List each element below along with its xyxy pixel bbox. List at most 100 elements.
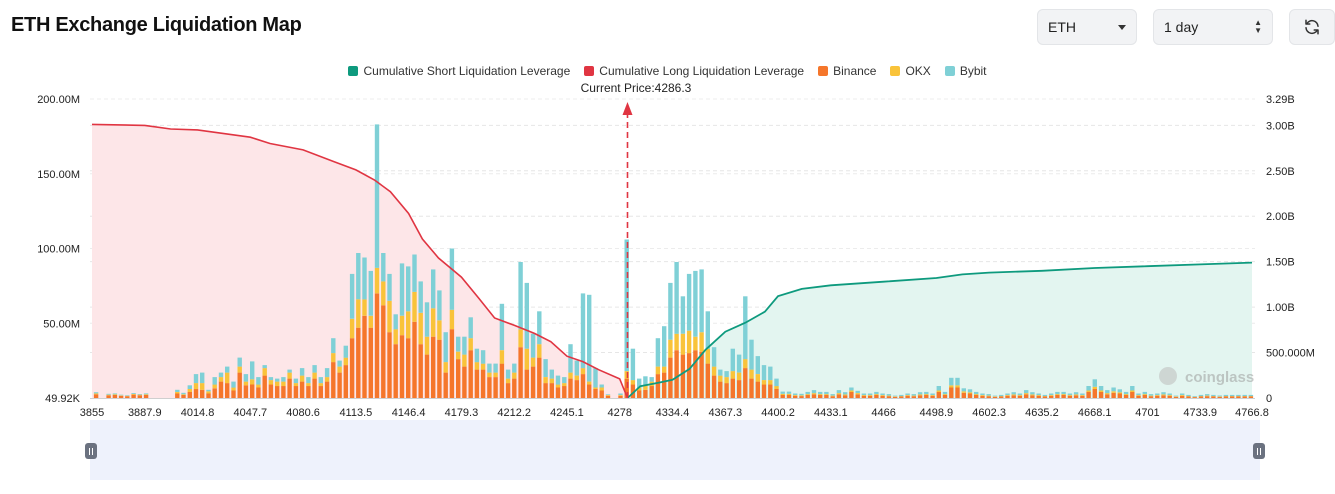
zoom-slider-track[interactable] [90,420,1260,480]
bybit-bar [711,347,717,367]
binance-bar [680,354,686,398]
bybit-bar [1161,392,1166,395]
bybit-bar [886,394,892,396]
binance-bar [1136,395,1141,398]
bybit-bar [424,302,430,337]
bybit-bar [437,290,442,321]
binance-bar [1030,395,1035,398]
bybit-bar [786,391,792,394]
bybit-bar [387,273,392,301]
binance-bar [299,381,305,398]
legend-item[interactable]: OKX [890,64,931,78]
bybit-bar [849,387,854,391]
binance-bar [112,395,118,398]
bybit-bar [381,253,386,282]
okx-bar [406,311,411,339]
bybit-bar [587,294,592,382]
binance-bar [568,378,573,398]
bybit-bar [793,393,798,395]
binance-bar [1036,395,1041,398]
okx-bar [181,394,186,395]
bybit-bar [306,377,311,384]
binance-bar [1217,396,1222,398]
bybit-bar [537,311,542,345]
binance-bar [555,387,561,398]
binance-bar [175,393,180,398]
okx-bar [942,394,948,395]
bybit-bar [843,392,848,395]
bybit-bar [730,348,735,372]
okx-bar [1049,395,1054,396]
binance-bar [250,384,255,398]
okx-bar [1061,394,1066,395]
binance-bar [1005,395,1010,398]
binance-bar [836,394,842,398]
symbol-select[interactable]: ETH [1037,9,1137,45]
watermark-text: coinglass [1185,369,1254,386]
okx-bar [474,362,480,370]
x-tick-label: 3855 [80,407,104,419]
legend-item[interactable]: Binance [818,64,876,78]
bybit-bar [924,391,929,395]
binance-bar [543,383,548,398]
binance-bar [118,395,124,398]
binance-bar [986,396,991,398]
binance-bar [867,395,873,398]
x-tick-label: 4498.9 [920,407,954,419]
bybit-bar [643,376,648,386]
binance-bar [456,359,461,398]
okx-bar [686,330,692,354]
okx-bar [512,372,517,379]
bybit-bar [225,366,230,373]
zoom-handle-left[interactable] [85,443,97,459]
binance-bar [1211,396,1216,398]
binance-bar [724,383,729,398]
bybit-bar [412,254,417,292]
time-range-select[interactable]: 1 day ▲ ▼ [1153,9,1273,45]
x-tick-label: 4367.3 [708,407,742,419]
short-liquidation-line [626,261,1253,399]
okx-bar [711,366,717,376]
bybit-bar [337,360,342,367]
binance-bar [793,395,798,398]
x-tick-label: 4245.1 [550,407,584,419]
binance-bar [1198,396,1204,398]
binance-bar [480,369,486,398]
bybit-bar [474,348,480,363]
bybit-bar [693,270,698,337]
bybit-bar [1180,393,1185,395]
binance-bar [1155,395,1160,398]
okx-bar [743,359,748,369]
legend-item[interactable]: Cumulative Long Liquidation Leverage [584,64,804,78]
legend-item[interactable]: Cumulative Short Liquidation Leverage [348,64,570,78]
okx-bar [793,395,798,396]
okx-bar [1055,394,1060,395]
y-right-tick-label: 1.00B [1266,302,1295,314]
okx-bar [917,394,923,396]
binance-bar [312,378,317,398]
bybit-bar [874,391,879,395]
bybit-bar [1005,393,1010,395]
x-tick-label: 3887.9 [128,407,162,419]
okx-bar [437,320,442,340]
bybit-bar [406,266,411,312]
legend-item[interactable]: Bybit [944,64,987,78]
binance-bar [1180,395,1185,398]
binance-bar [1236,396,1241,398]
okx-bar [861,395,867,396]
binance-bar [243,385,249,398]
zoom-handle-right[interactable] [1253,443,1265,459]
okx-bar [250,379,255,385]
binance-bar [1205,396,1210,398]
bybit-bar [1136,393,1141,395]
okx-bar [768,380,773,385]
bybit-bar [936,386,941,391]
okx-bar [412,291,417,322]
binance-bar [468,350,473,398]
bybit-bar [1092,379,1097,387]
binance-bar [761,384,767,398]
time-range-value: 1 day [1164,19,1199,35]
binance-bar [1105,394,1110,398]
bybit-bar [512,363,517,373]
binance-bar [1086,392,1091,398]
